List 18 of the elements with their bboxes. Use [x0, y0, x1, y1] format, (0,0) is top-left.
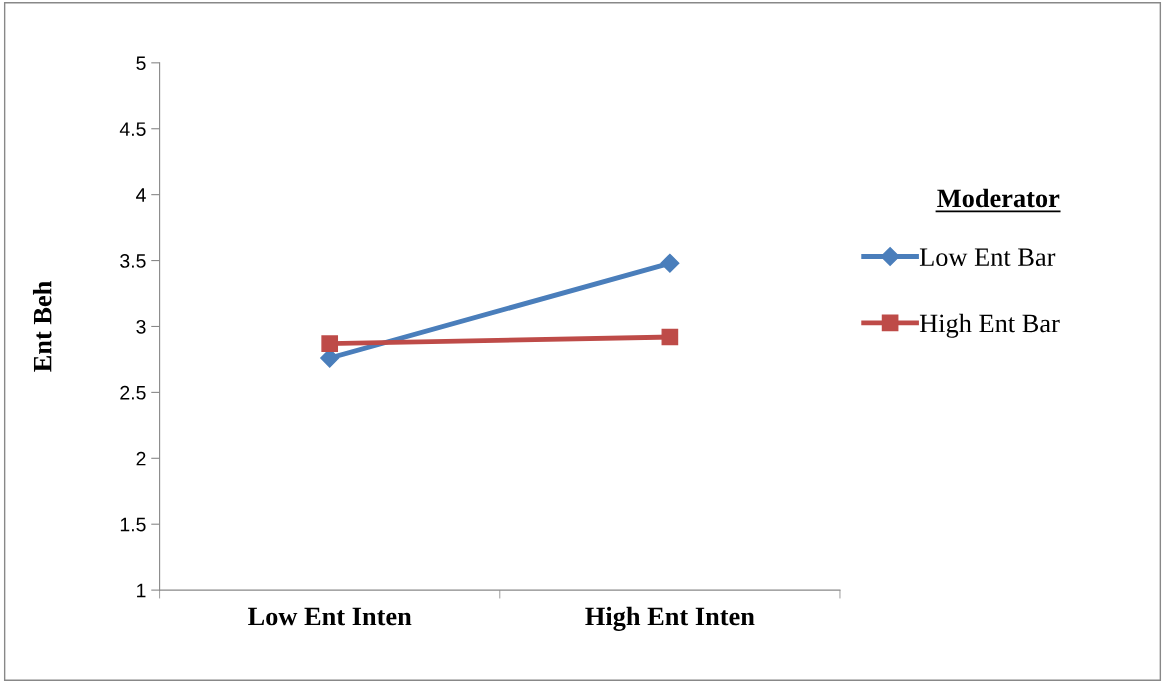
y-tick-label: 1	[137, 583, 146, 598]
y-tick-label: 2.5	[120, 385, 146, 400]
y-tick-label: 5	[136, 56, 146, 71]
legend-title: Moderator	[937, 188, 1060, 208]
y-tick-label: 4.5	[119, 122, 146, 136]
point	[321, 335, 339, 352]
x-tick-label: High Ent Inten	[585, 606, 755, 631]
legend-label: Low Ent Bar	[919, 248, 1056, 267]
y-tick-label: 2	[136, 451, 146, 466]
y-tick-label: 3.5	[120, 254, 146, 268]
y-tick-label: 4	[136, 188, 146, 202]
x-tick-label: Low Ent Inten	[248, 607, 412, 626]
legend-label: High Ent Bar	[919, 313, 1060, 338]
point	[660, 253, 680, 273]
point	[661, 328, 679, 346]
y-axis-title: Ent Beh	[32, 281, 52, 372]
y-tick-label: 1.5	[120, 517, 146, 532]
y-tick-label: 3	[136, 319, 146, 334]
